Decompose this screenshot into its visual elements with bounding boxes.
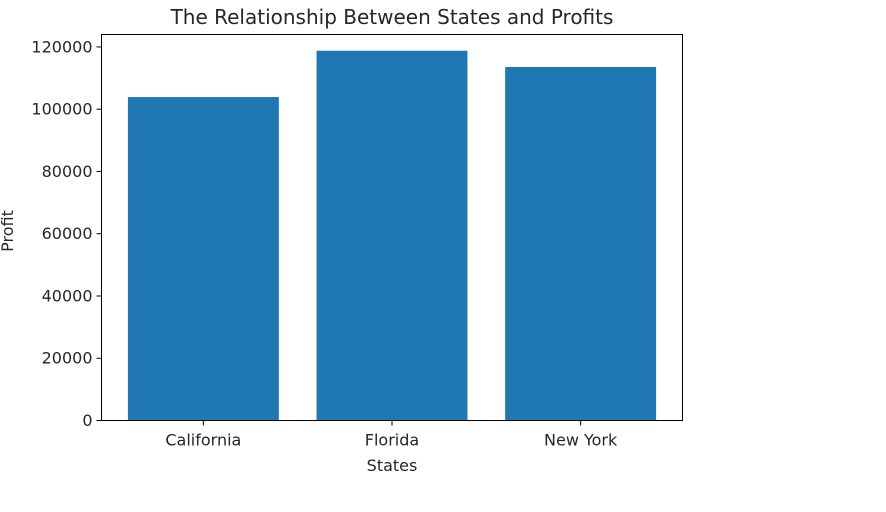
- y-axis-ticks: 0 20000 40000 60000 80000 100000 120000: [31, 37, 102, 430]
- bar-california: [127, 97, 279, 421]
- bar-new-york: [505, 67, 657, 421]
- y-tick-label: 100000: [31, 100, 92, 119]
- x-tick-label: California: [165, 431, 241, 450]
- y-axis-label: Profit: [0, 210, 17, 252]
- x-axis-label: States: [367, 456, 418, 475]
- chart-title: The Relationship Between States and Prof…: [170, 5, 614, 29]
- x-axis-ticks: California Florida New York: [165, 420, 618, 450]
- y-tick-label: 40000: [42, 286, 93, 305]
- bar-florida: [316, 50, 468, 421]
- y-tick-label: 60000: [42, 224, 93, 243]
- y-tick-label: 20000: [42, 349, 93, 368]
- x-tick-label: New York: [544, 431, 618, 450]
- x-tick-label: Florida: [365, 431, 419, 450]
- y-tick-label: 120000: [31, 37, 92, 56]
- y-tick-label: 80000: [42, 162, 93, 181]
- bars: [127, 50, 657, 421]
- y-tick-label: 0: [82, 411, 92, 430]
